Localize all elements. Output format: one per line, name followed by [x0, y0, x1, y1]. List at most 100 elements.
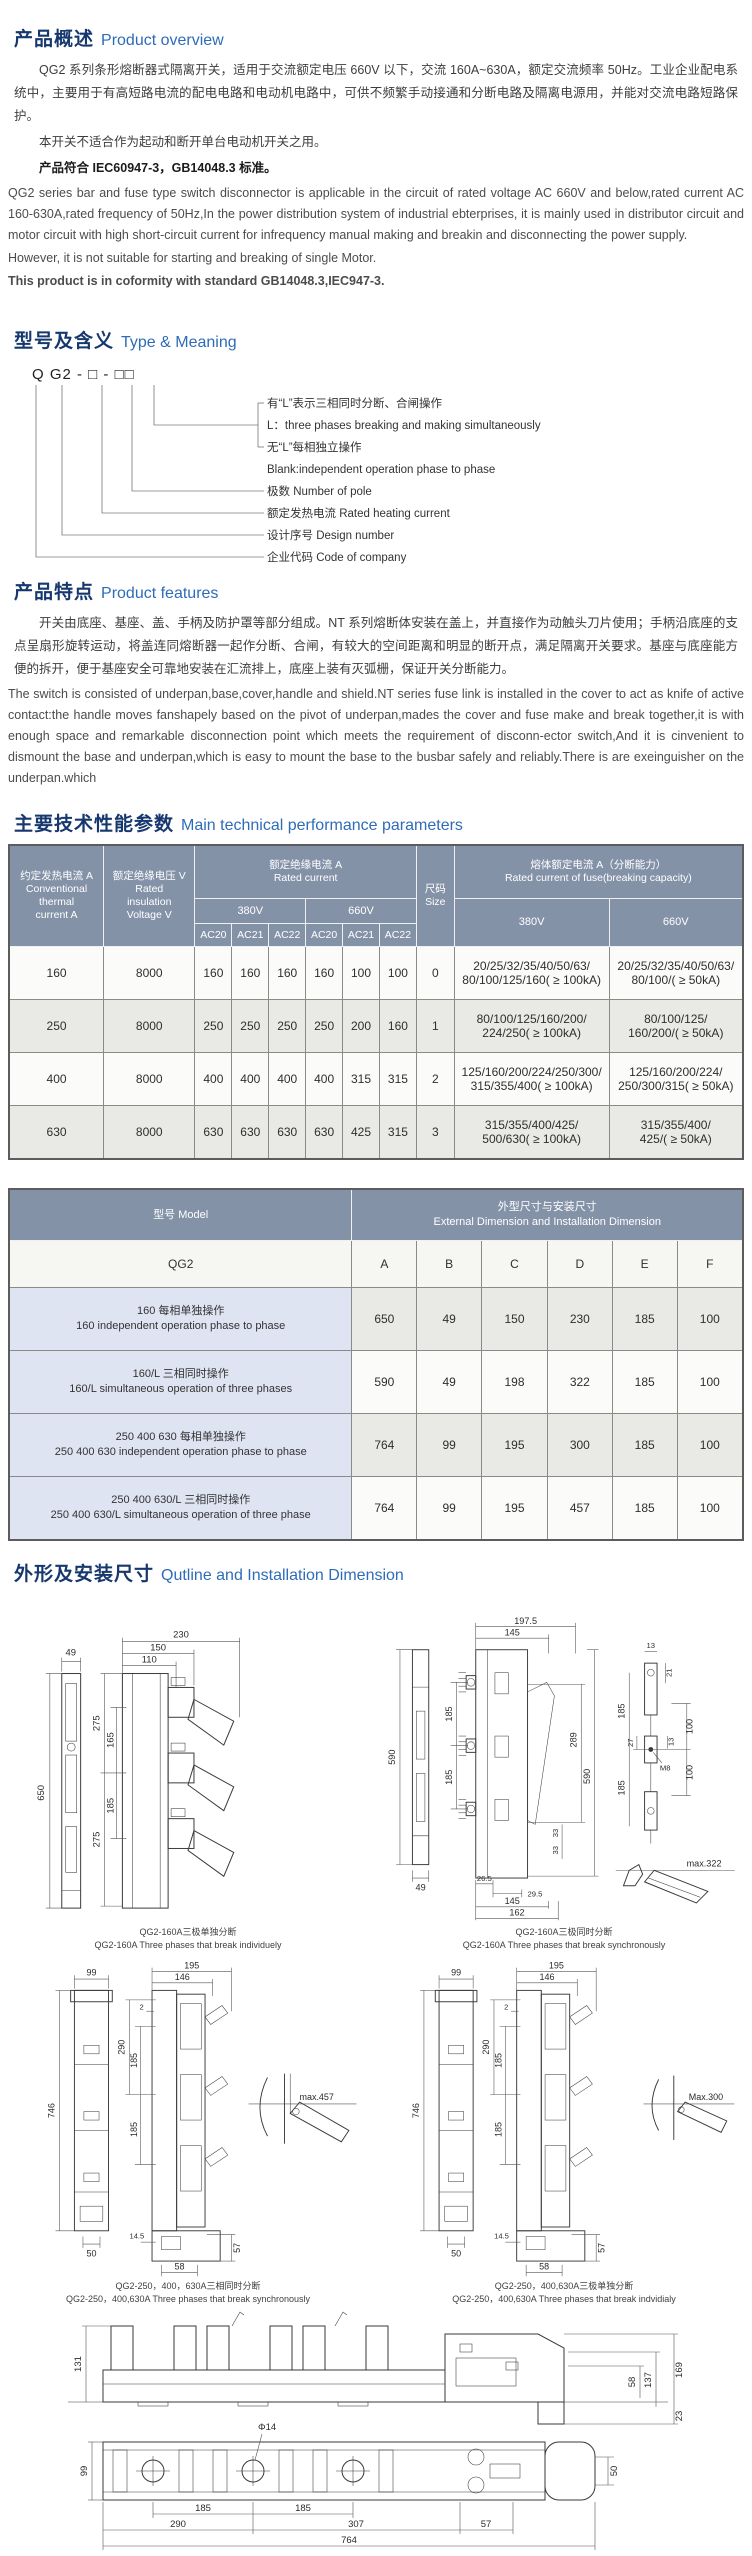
header-cell: 型号 Model [8, 1188, 353, 1241]
data-cell: 315/355/400/425/ 500/630( ≥ 100kA) [453, 1105, 610, 1160]
type-label: 有“L”表示三相同时分断、合闸操作 [267, 396, 443, 410]
dim-label: 145 [505, 1896, 520, 1906]
header-cell: 660V [608, 898, 744, 947]
dim-label: 2 [140, 2002, 144, 2011]
drawing-caption: QG2-160A三极单独分断 QG2-160A Three phases tha… [0, 1926, 376, 1952]
table-row: 250 8000 250 250 250 250 200 160 1 80/100/125/160… [8, 999, 744, 1053]
data-cell: 250 [268, 999, 307, 1053]
captions-row-1: QG2-160A三极单独分断 QG2-160A Three phases tha… [0, 1926, 752, 1952]
type-label: 极数 Number of pole [267, 484, 372, 498]
data-cell: 764 [351, 1413, 418, 1477]
data-cell: 160 [194, 946, 233, 1000]
data-cell: 100 [378, 946, 417, 1000]
dim-label: 14.5 [494, 2231, 509, 2240]
overview-para-en-2: However, it is not suitable for starting… [8, 251, 377, 265]
dim-label: 230 [173, 1630, 189, 1641]
dim-label: 50 [86, 2248, 96, 2258]
dim-label: 185 [616, 1780, 626, 1795]
section-heading-overview: 产品概述 Product overview [14, 24, 738, 51]
data-cell: 185 [611, 1350, 678, 1414]
data-cell: 630 [305, 1105, 344, 1160]
caption-en: QG2-250，400,630A Three phases that break… [66, 2294, 310, 2304]
dim-label: 746 [47, 2103, 57, 2118]
data-cell: 250 [305, 999, 344, 1053]
data-cell: 99 [416, 1413, 483, 1477]
heading-cn: 产品概述 [14, 29, 95, 50]
data-cell: D [546, 1240, 613, 1288]
table-row: 160 每相单独操作 160 independent operation pha… [8, 1287, 744, 1351]
data-cell: 8000 [103, 999, 196, 1053]
data-cell: 185 [611, 1476, 678, 1541]
data-cell: 160 [231, 946, 270, 1000]
overview-para-cn-2: 本开关不适合作为起动和断开单台电动机开关之用。 [39, 135, 327, 149]
overview-standard-cn: 产品符合 IEC60947-3，GB14048.3 标准。 [39, 161, 277, 175]
data-cell: E [611, 1240, 678, 1288]
caption-en: QG2-160A Three phases that break individ… [94, 1940, 282, 1950]
data-cell: 100 [676, 1350, 744, 1414]
type-designation-diagram: Q G2 - □ - □□ 有“L”表示三相同时分断、合闸操作 L：three … [32, 366, 541, 564]
dim-label: 99 [451, 1967, 461, 1977]
section-heading-outline: 外形及安装尺寸 Qutline and Installation Dimensio… [14, 1559, 738, 1586]
overview-para-en-1: QG2 series bar and fuse type switch disc… [8, 186, 744, 242]
data-cell: F [676, 1240, 744, 1288]
data-cell: 80/100/125/160/200/ 224/250( ≥ 100kA) [453, 999, 610, 1053]
dim-label: 50 [451, 2248, 461, 2258]
header-cell: AC21 [231, 923, 270, 947]
data-cell: 160 [378, 999, 417, 1053]
type-label: L：three phases breaking and making simul… [267, 420, 541, 432]
data-cell: 100 [342, 946, 380, 1000]
drawings-row-1: 49 650 [0, 1596, 752, 1926]
data-cell: 49 [416, 1350, 483, 1414]
dim-label: 57 [232, 2243, 242, 2253]
data-cell: 315 [342, 1052, 380, 1106]
section-heading-features: 产品特点 Product features [14, 577, 738, 604]
data-cell: 630 [231, 1105, 270, 1160]
data-cell: 125/160/200/224/250/300/ 315/355/400( ≥ … [453, 1052, 610, 1106]
table-row: 250 400 630/L 三相同时操作 250 400 630/L simul… [8, 1476, 744, 1541]
handle-open-detail: max.322 [615, 1859, 735, 1904]
dim-label: 290 [170, 2519, 186, 2530]
section-heading-type-meaning: 型号及含义 Type & Meaning [14, 326, 738, 353]
dim-label: 29.5 [528, 1889, 543, 1898]
drawing-qg2-250-630-plan-elevation: 131 169 137 58 23 [68, 2311, 685, 2550]
heading-en: Type & Meaning [121, 334, 237, 351]
dim-label: 131 [73, 2356, 84, 2372]
dim-label: 99 [79, 2466, 90, 2477]
dim-label: Φ14 [258, 2422, 276, 2433]
header-cell: AC21 [342, 923, 380, 947]
captions-row-2: QG2-250，400，630A三相同时分断 QG2-250，400,630A … [0, 2280, 752, 2306]
dim-label: Max.300 [689, 2092, 723, 2102]
dim-label: 650 [36, 1785, 47, 1801]
header-cell: AC22 [268, 923, 307, 947]
dim-label: M8 [660, 1764, 671, 1773]
header-cell: AC20 [305, 923, 344, 947]
table-row: QG2 A B C D E F [8, 1240, 744, 1288]
data-cell: 250 400 630 每相单独操作 250 400 630 independe… [8, 1413, 353, 1477]
data-cell: 400 [231, 1052, 270, 1106]
data-cell: 0 [415, 946, 455, 1000]
dim-label: 49 [65, 1648, 75, 1659]
dim-label: 50 [609, 2466, 620, 2477]
dim-label: max.457 [299, 2092, 333, 2102]
dim-label: 58 [539, 2262, 549, 2272]
caption-cn: QG2-160A三极同时分断 [515, 1927, 613, 1937]
data-cell: 590 [351, 1350, 418, 1414]
data-cell: 250 [231, 999, 270, 1053]
dim-label: 26.5 [477, 1874, 492, 1883]
drawing-caption: QG2-250，400,630A三极单独分断 QG2-250，400,630A … [376, 2280, 752, 2306]
dim-label: 57 [481, 2519, 492, 2530]
data-cell: 250 400 630/L 三相同时操作 250 400 630/L simul… [8, 1476, 353, 1541]
handle-open-detail: max.457 [248, 2073, 357, 2144]
data-cell: 100 [676, 1476, 744, 1541]
caption-cn: QG2-250，400，630A三相同时分断 [115, 2281, 261, 2291]
dim-label: 185 [494, 2122, 504, 2137]
data-cell: 630 [8, 1105, 105, 1160]
dim-label: 746 [411, 2103, 421, 2118]
dim-label: 764 [341, 2535, 357, 2546]
drawing-qg2-250-630-individual: 99 746 50 195 146 2 [411, 1962, 735, 2277]
drawing-qg2-160a-synchronous: 590 49 185 [387, 1616, 735, 1921]
data-cell: 1 [415, 999, 455, 1053]
data-cell: 400 [8, 1052, 105, 1106]
data-cell: 300 [546, 1413, 613, 1477]
